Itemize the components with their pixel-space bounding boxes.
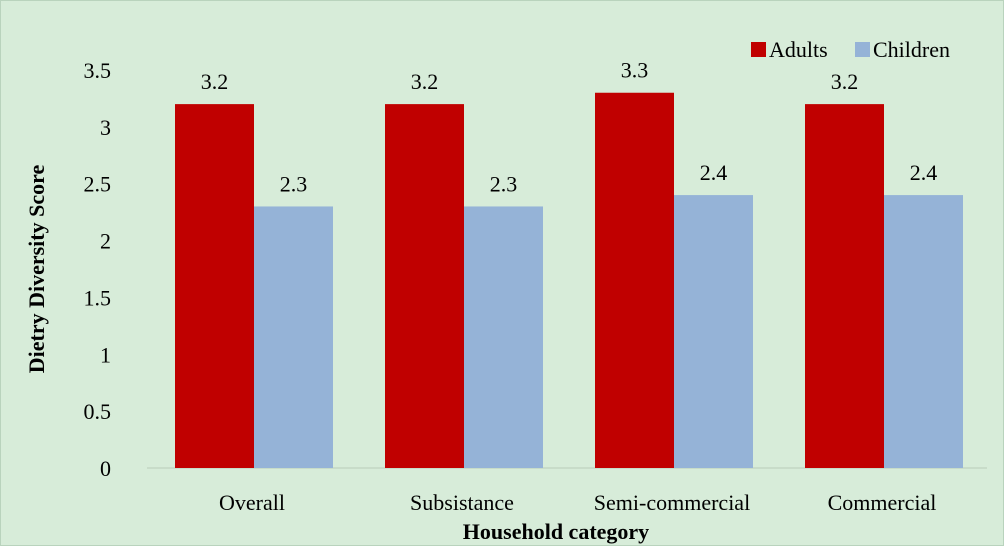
bar-children-semi-commercial <box>674 195 753 469</box>
y-axis-ticks: 0 0.5 1 1.5 2 2.5 3 3.5 <box>84 58 112 481</box>
bars <box>175 92 963 469</box>
x-category-label: Subsistance <box>410 490 514 515</box>
legend-swatch-children <box>855 42 870 57</box>
y-tick-label: 0.5 <box>84 399 112 424</box>
bar-adults-commercial <box>805 104 884 468</box>
y-tick-label: 2.5 <box>84 172 112 197</box>
x-category-label: Overall <box>219 490 285 515</box>
y-tick-label: 1.5 <box>84 285 112 310</box>
y-tick-label: 3 <box>100 115 111 140</box>
bar-adults-subsistance <box>385 104 464 468</box>
legend-label-adults: Adults <box>769 37 828 62</box>
bar-children-commercial <box>884 195 963 469</box>
data-label-children: 2.3 <box>490 171 518 196</box>
bar-children-subsistance <box>464 206 543 468</box>
y-tick-label: 2 <box>100 229 111 254</box>
legend-swatch-adults <box>751 42 766 57</box>
bar-children-overall <box>254 206 333 468</box>
y-tick-label: 0 <box>100 456 111 481</box>
data-label-adults: 3.2 <box>201 69 229 94</box>
y-tick-label: 1 <box>100 342 111 367</box>
bar-adults-semi-commercial <box>595 92 674 468</box>
data-label-adults: 3.3 <box>621 58 649 83</box>
legend-label-children: Children <box>873 37 950 62</box>
legend: Adults Children <box>751 37 950 62</box>
x-category-label: Semi-commercial <box>594 490 750 515</box>
data-labels: 3.2 2.3 3.2 2.3 3.3 2.4 3.2 2.4 <box>201 58 938 197</box>
data-label-children: 2.4 <box>910 160 938 185</box>
x-axis-category-labels: Overall Subsistance Semi-commercial Commerc… <box>219 490 936 515</box>
bar-adults-overall <box>175 104 254 468</box>
data-label-children: 2.3 <box>280 171 308 196</box>
y-tick-label: 3.5 <box>84 58 112 83</box>
data-label-adults: 3.2 <box>411 69 439 94</box>
data-label-children: 2.4 <box>700 160 728 185</box>
x-category-label: Commercial <box>828 490 937 515</box>
y-axis-title: Dietry Diversity Score <box>24 165 49 374</box>
x-axis-title: Household category <box>463 519 649 544</box>
data-label-adults: 3.2 <box>831 69 859 94</box>
